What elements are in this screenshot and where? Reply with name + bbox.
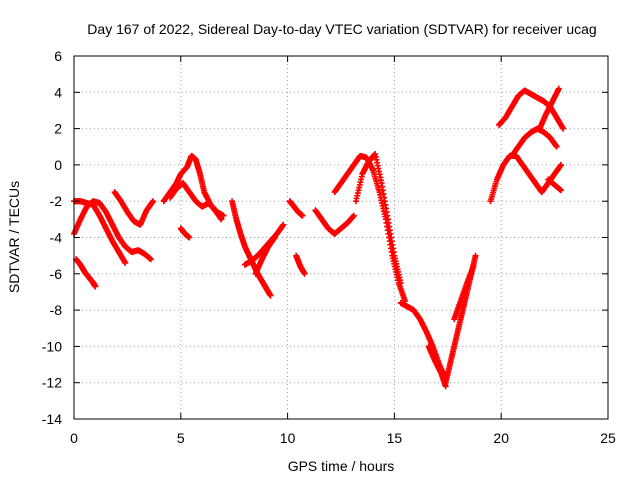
y-axis: 6 4 2 0 -2 -4 -6 -8 -10 -12 -14	[42, 48, 608, 427]
series-trace-l	[293, 252, 308, 277]
x-axis: 0 5 10 15 20 25	[70, 56, 616, 446]
series-trace-k	[286, 198, 306, 219]
x-axis-label: GPS time / hours	[288, 458, 395, 474]
series-trace-s	[451, 263, 477, 323]
chart-title: Day 167 of 2022, Sidereal Day-to-day VTE…	[87, 21, 596, 37]
data-point	[122, 259, 129, 266]
x-tick-label: 15	[387, 430, 403, 446]
series-trace-b	[71, 198, 129, 266]
y-tick-label: 0	[54, 157, 62, 173]
y-tick-label: -6	[50, 266, 63, 282]
data-point	[150, 198, 157, 205]
series-trace-j	[252, 234, 278, 277]
data-point	[301, 270, 308, 277]
y-tick-label: -10	[42, 338, 62, 354]
y-tick-label: -8	[50, 302, 63, 318]
data-point	[560, 125, 567, 132]
data-point	[218, 216, 225, 223]
series-trace-c	[73, 256, 99, 290]
series-trace-g	[177, 225, 193, 241]
data-point	[299, 212, 306, 219]
series-trace-v	[508, 125, 560, 159]
series-trace-m	[312, 207, 357, 237]
y-axis-label: SDTVAR / TECUs	[6, 181, 22, 293]
y-tick-label: 4	[54, 84, 62, 100]
grid	[74, 56, 608, 419]
data-point	[558, 187, 565, 194]
data-point	[280, 221, 287, 228]
x-tick-label: 25	[600, 430, 616, 446]
data-point	[92, 283, 99, 290]
x-tick-label: 20	[493, 430, 509, 446]
x-tick-label: 5	[177, 430, 185, 446]
data-point	[472, 252, 479, 259]
data-point	[470, 263, 477, 270]
y-tick-label: 6	[54, 48, 62, 64]
y-tick-label: -12	[42, 375, 62, 391]
series-trace-x	[545, 176, 565, 194]
data-points	[71, 85, 567, 390]
series-trace-f	[167, 180, 225, 223]
series-trace-t	[487, 152, 565, 205]
data-point	[553, 143, 560, 150]
data-point	[397, 279, 404, 286]
data-point	[186, 234, 193, 241]
series-trace-o	[352, 151, 404, 286]
y-tick-label: -2	[50, 193, 63, 209]
y-tick-label: -4	[50, 230, 63, 246]
y-tick-label: -14	[42, 411, 62, 427]
x-tick-label: 0	[70, 430, 78, 446]
data-point	[147, 256, 154, 263]
data-point	[271, 234, 278, 241]
series-trace-d	[111, 189, 157, 228]
data-point	[350, 212, 357, 219]
data-point	[558, 161, 565, 168]
series-trace-a	[71, 198, 154, 263]
y-tick-label: 2	[54, 121, 62, 137]
series-trace-w	[536, 85, 562, 132]
x-tick-label: 10	[280, 430, 296, 446]
data-point	[555, 85, 562, 92]
series-trace-e	[160, 152, 227, 219]
data-point	[267, 292, 274, 299]
